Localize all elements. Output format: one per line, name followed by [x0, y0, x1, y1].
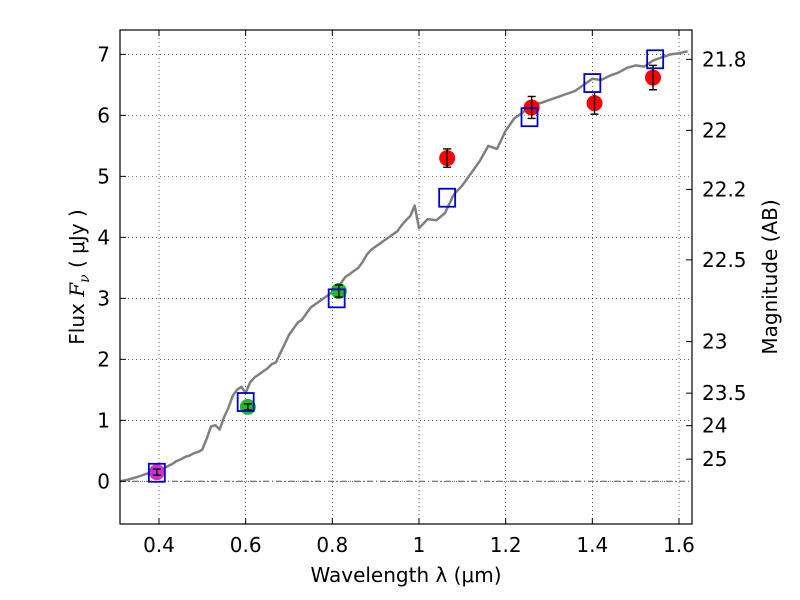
- y-tick-label: 7: [97, 42, 110, 66]
- x-tick-label: 0.8: [316, 533, 348, 557]
- model-flux-square: [327, 288, 346, 309]
- y2-tick-label: 24: [702, 414, 727, 438]
- grid: [120, 30, 692, 524]
- model-flux-square: [236, 392, 255, 412]
- x-tick-label: 1.6: [663, 533, 695, 557]
- y-axis-label: Flux Fν ( μJy ): [65, 209, 93, 344]
- y2-tick-label: 23.5: [702, 381, 747, 405]
- model-flux-square: [147, 462, 166, 483]
- x-tick-label: 0.4: [143, 533, 175, 557]
- model-flux-square: [520, 107, 539, 128]
- y2-tick-label: 22.5: [702, 248, 747, 272]
- y-axis-label-subscript: ν: [77, 274, 93, 283]
- y-tick-label: 6: [97, 103, 110, 127]
- y2-axis-label: Magnitude (AB): [758, 199, 782, 354]
- y2-tick-label: 23: [702, 330, 727, 354]
- model-flux-square: [583, 73, 602, 93]
- model-flux-square: [438, 187, 457, 208]
- y-tick-label: 1: [97, 408, 110, 432]
- y-axis-label-prefix: Flux: [65, 297, 89, 345]
- y2-tick-label: 22: [702, 118, 727, 142]
- x-axis-label: Wavelength λ (μm): [310, 563, 501, 587]
- x-tick-label: 1: [413, 533, 426, 557]
- x-tick-label: 0.6: [230, 533, 262, 557]
- model-flux-square: [646, 49, 665, 70]
- markers-layer: [147, 49, 665, 483]
- y-tick-label: 2: [97, 347, 110, 371]
- x-tick-label: 1.4: [576, 533, 608, 557]
- y-tick-label: 3: [97, 286, 110, 310]
- y2-tick-label: 22.2: [702, 177, 747, 201]
- y-tick-label: 0: [97, 469, 110, 493]
- plot-frame: [119, 29, 693, 525]
- x-tick-label: 1.2: [490, 533, 522, 557]
- y-tick-label: 5: [97, 164, 110, 188]
- y-tick-label: 4: [97, 225, 110, 249]
- y2-tick-label: 25: [702, 447, 727, 471]
- model-spectrum-line: [119, 50, 688, 483]
- y-axis-label-units: ( μJy ): [65, 209, 89, 274]
- model-spectrum-layer: [119, 50, 688, 483]
- y2-tick-label: 21.8: [702, 47, 747, 71]
- y-axis-label-symbol: F: [65, 282, 89, 298]
